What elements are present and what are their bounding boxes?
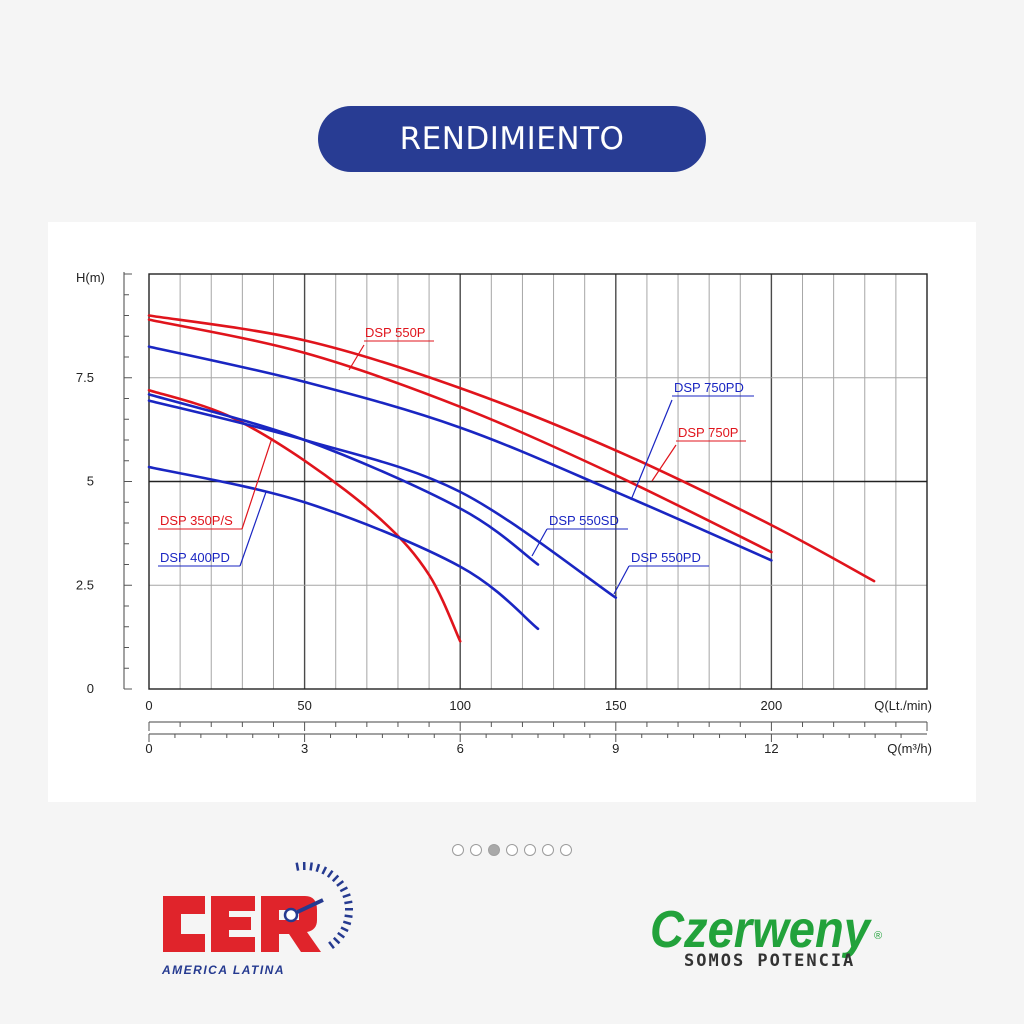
carousel-dot[interactable] (470, 844, 482, 856)
y-tick-label: 0 (87, 681, 94, 696)
cer-dial-tick (309, 862, 313, 871)
chart-grid (149, 274, 927, 689)
x-tick-label: 100 (449, 698, 471, 713)
czerweny-tagline: SOMOS POTENCIA (684, 951, 855, 971)
cer-dial-tick (344, 914, 353, 918)
annotation-leader (241, 437, 273, 530)
annotation-dsp-400pd: DSP 400PD (160, 550, 230, 565)
x2-tick-label: 6 (457, 741, 464, 756)
carousel-pagination (0, 844, 1024, 856)
x2-tick-label: 9 (612, 741, 619, 756)
cer-dial-tick (332, 936, 341, 945)
cer-dial-tick (339, 886, 348, 893)
y-tick-label: 2.5 (76, 577, 94, 592)
cer-dial-tick (340, 926, 349, 933)
series-line-dsp-400pd (147, 465, 540, 631)
cer-dial-tick (342, 920, 352, 926)
cer-dial-tick (336, 880, 345, 887)
chart-card: 0 2.5 5 7.5 H(m) 0 50 100 150 200 Q(Lt./min) 0 3 6 9 12… (48, 222, 976, 802)
annotation-dsp-750p: DSP 750P (678, 425, 738, 440)
performance-chart: 0 2.5 5 7.5 H(m) 0 50 100 150 200 Q(Lt./min) 0 3 6 9 12… (76, 270, 932, 756)
cer-dial-tick (295, 862, 300, 871)
annotation-leader (531, 528, 548, 557)
annotation-dsp-550sd: DSP 550SD (549, 513, 619, 528)
carousel-dot[interactable] (542, 844, 554, 856)
series-line-dsp-750pd (147, 345, 773, 562)
cer-dial-ticks (295, 861, 354, 950)
x-tick-label: 200 (761, 698, 783, 713)
series-line-dsp-350p-s (147, 388, 462, 643)
title-banner: RENDIMIENTO (318, 106, 706, 172)
annotation-dsp-550p: DSP 550P (365, 325, 425, 340)
series-line-dsp-550pd (147, 399, 618, 599)
annotation-leader (651, 444, 677, 482)
annotation-leader (239, 491, 267, 567)
x2-tick-label: 12 (764, 741, 778, 756)
page-title: RENDIMIENTO (399, 121, 625, 157)
series-line-dsp-750p (147, 318, 773, 554)
carousel-dot[interactable] (560, 844, 572, 856)
cer-dial-tick (328, 941, 335, 950)
series-line-dsp-550p (147, 314, 876, 583)
cer-dial-tick (331, 874, 340, 883)
chart-axes: 0 2.5 5 7.5 H(m) 0 50 100 150 200 Q(Lt./min) 0 3 6 9 12… (76, 270, 932, 756)
annotation-dsp-550pd: DSP 550PD (631, 550, 701, 565)
plot-frame (148, 273, 928, 690)
czerweny-logo: Czerweny ® SOMOS POTENCIA (650, 901, 882, 971)
x-axis-label: Q(Lt./min) (874, 698, 932, 713)
czerweny-brand: Czerweny (650, 901, 873, 959)
carousel-dot[interactable] (524, 844, 536, 856)
cer-dial-tick (326, 869, 334, 878)
cer-dial-tick (315, 863, 321, 873)
x2-tick-label: 0 (145, 741, 152, 756)
cer-dial-tick (344, 900, 353, 905)
annotation-dsp-750pd: DSP 750PD (674, 380, 744, 395)
cer-letters (163, 896, 321, 952)
cer-dial-tick (342, 893, 351, 899)
cer-dial-tick (321, 866, 328, 875)
cer-dial-tick (337, 931, 346, 939)
annotation-leader (348, 344, 365, 371)
carousel-dot[interactable] (488, 844, 500, 856)
x-tick-label: 150 (605, 698, 627, 713)
x2-axis-label: Q(m³/h) (887, 741, 932, 756)
y-axis-label: H(m) (76, 270, 105, 285)
chart-annotations: DSP 550P DSP 750PD DSP 750P DSP 350P/S DSP 5… (158, 325, 754, 595)
cer-needle (283, 898, 324, 923)
carousel-dot[interactable] (452, 844, 464, 856)
cer-logo: AMERICA LATINA (161, 861, 354, 977)
y-tick-label: 7.5 (76, 370, 94, 385)
series-line-dsp-550sd (147, 393, 540, 566)
x2-tick-label: 3 (301, 741, 308, 756)
chart-series (147, 314, 876, 643)
x-tick-label: 0 (145, 698, 152, 713)
annotation-leader (630, 399, 673, 501)
annotation-dsp-350p-s: DSP 350P/S (160, 513, 233, 528)
carousel-dot[interactable] (506, 844, 518, 856)
y-tick-label: 5 (87, 474, 94, 489)
cer-logo-subtitle: AMERICA LATINA (161, 963, 285, 977)
annotation-leader (613, 565, 630, 595)
registered-mark: ® (874, 930, 882, 942)
x-tick-label: 50 (297, 698, 311, 713)
